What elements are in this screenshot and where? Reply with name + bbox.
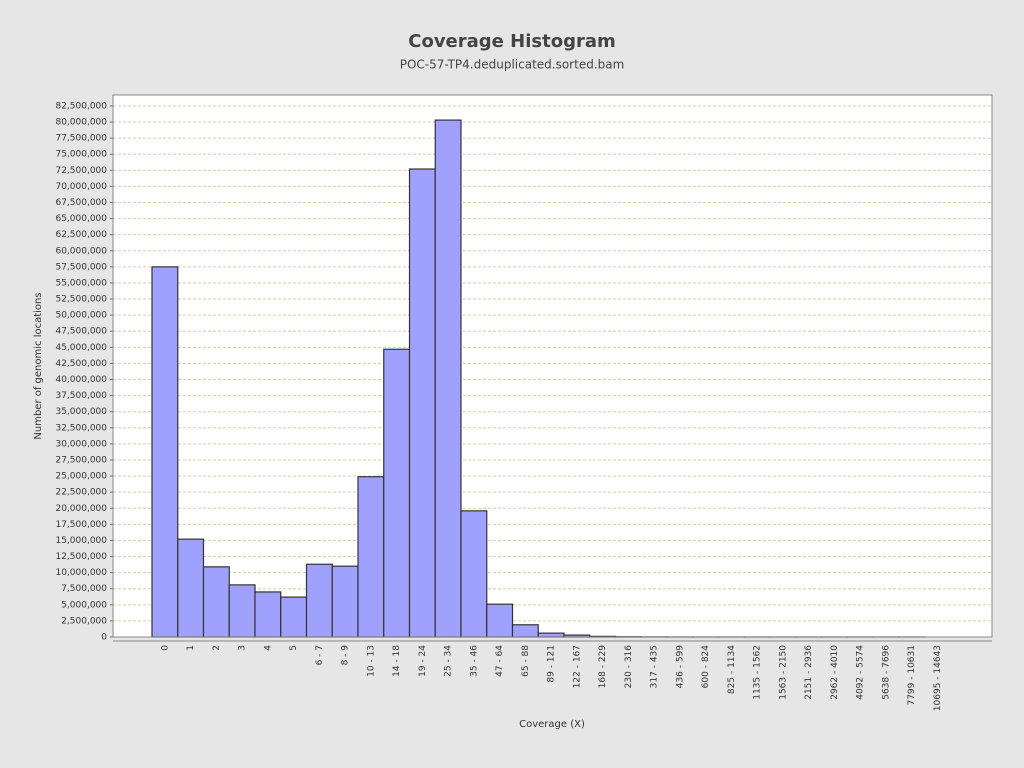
y-tick-label: 37,500,000: [55, 391, 107, 401]
y-tick-label: 35,000,000: [55, 407, 107, 417]
bar: [151, 266, 179, 638]
x-tick-label: 19 - 24: [418, 645, 428, 677]
y-tick-label: 82,500,000: [55, 101, 107, 111]
y-tick-label: 80,000,000: [55, 118, 107, 128]
x-tick-label: 436 - 599: [675, 645, 685, 689]
y-tick-label: 30,000,000: [55, 439, 107, 449]
x-tick-label: 2: [212, 645, 222, 651]
bar: [177, 538, 205, 638]
y-tick-label: 50,000,000: [55, 311, 107, 321]
y-tick-label: 52,500,000: [55, 295, 107, 305]
y-tick-label: 7,500,000: [61, 584, 107, 594]
bar: [280, 596, 308, 638]
x-tick-label: 10 - 13: [366, 645, 376, 677]
y-tick-label: 47,500,000: [55, 327, 107, 337]
bar: [460, 510, 488, 638]
x-tick-label: 5638 - 7696: [881, 645, 891, 700]
y-tick-label: 25,000,000: [55, 472, 107, 482]
plot-border: [112, 94, 993, 638]
y-tick-label: 40,000,000: [55, 375, 107, 385]
y-tick-label: 57,500,000: [55, 262, 107, 272]
x-tick-label: 5: [289, 645, 299, 651]
y-tick-label: 17,500,000: [55, 520, 107, 530]
y-axis-label: Number of genomic locations: [33, 292, 44, 439]
bar: [202, 566, 230, 638]
bar: [434, 119, 462, 638]
y-tick-label: 42,500,000: [55, 359, 107, 369]
x-tick-label: 1: [186, 645, 196, 651]
x-tick-label: 35 - 46: [469, 645, 479, 677]
y-tick-label: 45,000,000: [55, 343, 107, 353]
x-tick-label: 600 - 824: [701, 645, 711, 689]
x-tick-label: 1135 - 1562: [753, 645, 763, 700]
y-tick-label: 27,500,000: [55, 455, 107, 465]
y-tick-label: 75,000,000: [55, 150, 107, 160]
x-tick-label: 8 - 9: [341, 645, 351, 666]
x-tick-label: 2962 - 4010: [830, 645, 840, 700]
bar: [537, 632, 565, 638]
y-tick-label: 65,000,000: [55, 214, 107, 224]
y-tick-label: 2,500,000: [61, 616, 107, 626]
y-tick-label: 70,000,000: [55, 182, 107, 192]
y-tick-label: 72,500,000: [55, 166, 107, 176]
y-tick-label: 0: [101, 633, 107, 643]
x-tick-label: 168 - 229: [598, 645, 608, 689]
bar: [254, 591, 282, 638]
x-tick-label: 1563 - 2150: [778, 645, 788, 700]
x-tick-label: 10695 - 14643: [933, 645, 943, 711]
y-tick-label: 60,000,000: [55, 246, 107, 256]
x-tick-label: 4: [263, 645, 273, 651]
chart-title: Coverage Histogram: [408, 31, 615, 52]
x-tick-label: 230 - 316: [624, 645, 634, 689]
x-tick-label: 4092 - 5574: [856, 645, 866, 700]
plot-area: [113, 95, 992, 637]
bar: [357, 476, 385, 638]
y-tick-label: 77,500,000: [55, 134, 107, 144]
bar: [408, 168, 436, 638]
x-tick-label: 65 - 88: [521, 645, 531, 677]
bar: [486, 603, 514, 638]
y-tick-label: 67,500,000: [55, 198, 107, 208]
x-tick-label: 2151 - 2936: [804, 645, 814, 700]
x-tick-label: 47 - 64: [495, 645, 505, 677]
x-tick-label: 89 - 121: [547, 645, 557, 683]
bar: [511, 624, 539, 638]
y-tick-label: 32,500,000: [55, 423, 107, 433]
x-tick-label: 25 - 34: [444, 645, 454, 677]
x-tick-label: 122 - 167: [572, 645, 582, 688]
y-tick-label: 15,000,000: [55, 536, 107, 546]
y-tick-label: 5,000,000: [61, 600, 107, 610]
x-tick-label: 825 - 1134: [727, 645, 737, 694]
y-tick-label: 10,000,000: [55, 568, 107, 578]
x-tick-label: 7799 - 10631: [907, 645, 917, 706]
x-tick-label: 3: [238, 645, 248, 651]
y-tick-label: 20,000,000: [55, 504, 107, 514]
bar: [383, 348, 411, 638]
bar: [305, 563, 333, 638]
x-tick-label: 6 - 7: [315, 645, 325, 665]
y-tick-label: 12,500,000: [55, 552, 107, 562]
bar: [331, 565, 359, 638]
x-tick-label: 14 - 18: [392, 645, 402, 677]
bar: [228, 584, 256, 638]
chart-subtitle: POC-57-TP4.deduplicated.sorted.bam: [400, 58, 625, 72]
y-tick-label: 22,500,000: [55, 488, 107, 498]
x-tick-label: 317 - 435: [650, 645, 660, 688]
x-tick-label: 0: [160, 645, 170, 651]
y-tick-label: 55,000,000: [55, 278, 107, 288]
x-axis-label: Coverage (X): [519, 719, 585, 730]
y-tick-label: 62,500,000: [55, 230, 107, 240]
